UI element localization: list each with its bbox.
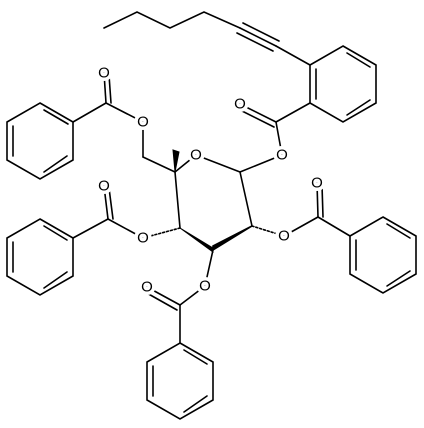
atom-label: O xyxy=(137,230,149,247)
atom-label: O xyxy=(98,65,110,82)
benzene-ring xyxy=(6,218,74,296)
atom-label: O xyxy=(311,175,323,192)
benzene-ring xyxy=(349,216,417,294)
atom-label: O xyxy=(278,228,290,245)
benzene-ring xyxy=(309,45,377,123)
atom-label: O xyxy=(276,147,288,164)
atom-label: O xyxy=(190,147,202,164)
bonds xyxy=(6,11,417,420)
atom-label: O xyxy=(234,96,246,113)
atom-label: O xyxy=(98,178,110,195)
atom-label: O xyxy=(141,279,153,296)
atom-label: O xyxy=(199,278,211,295)
atom-label: O xyxy=(137,114,149,131)
benzene-ring xyxy=(146,342,214,420)
benzene-ring xyxy=(6,102,74,180)
